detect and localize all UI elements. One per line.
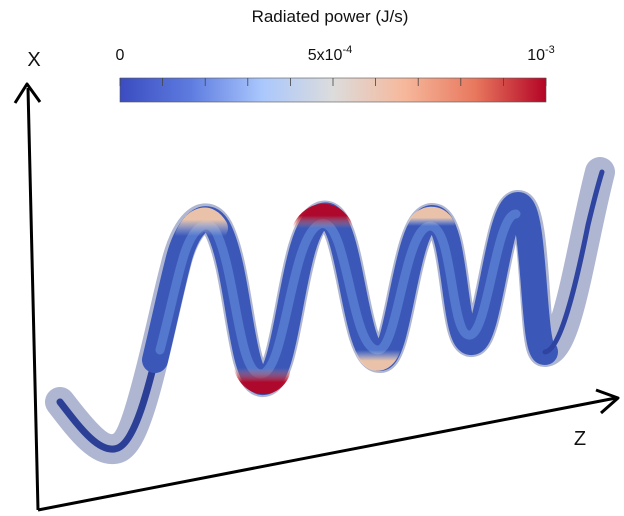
helix-tube-tail-tip <box>587 171 603 226</box>
colorbar-tick-label-max: 10-3 <box>527 44 555 64</box>
colorbar-tick-label-mid: 5x10-4 <box>308 44 352 64</box>
helix-tube-tail-left <box>56 336 164 453</box>
hotspot-trough-1 <box>234 356 290 394</box>
colorbar: Radiated power (J/s) 0 5x10-4 10-3 <box>116 7 555 103</box>
z-axis-line <box>37 396 617 512</box>
hotspot-crest-2 <box>293 203 352 240</box>
z-axis-label: Z <box>574 428 586 450</box>
colorbar-title: Radiated power (J/s) <box>252 7 409 26</box>
z-axis-arrowhead <box>595 388 620 415</box>
colorbar-tick-label-min: 0 <box>116 47 125 64</box>
hotspot-trough-2 <box>356 340 400 371</box>
hotspot-crest-1 <box>175 207 228 248</box>
x-axis-label: X <box>27 49 40 71</box>
helix-tube <box>45 157 615 464</box>
x-axis-line <box>26 87 40 511</box>
axes <box>13 82 620 512</box>
colorbar-tick-labels: 0 5x10-4 10-3 <box>116 44 555 64</box>
hotspot-crest-3 <box>407 206 455 237</box>
colorbar-tick-marks <box>119 78 547 86</box>
x-axis-arrowhead <box>13 82 42 104</box>
